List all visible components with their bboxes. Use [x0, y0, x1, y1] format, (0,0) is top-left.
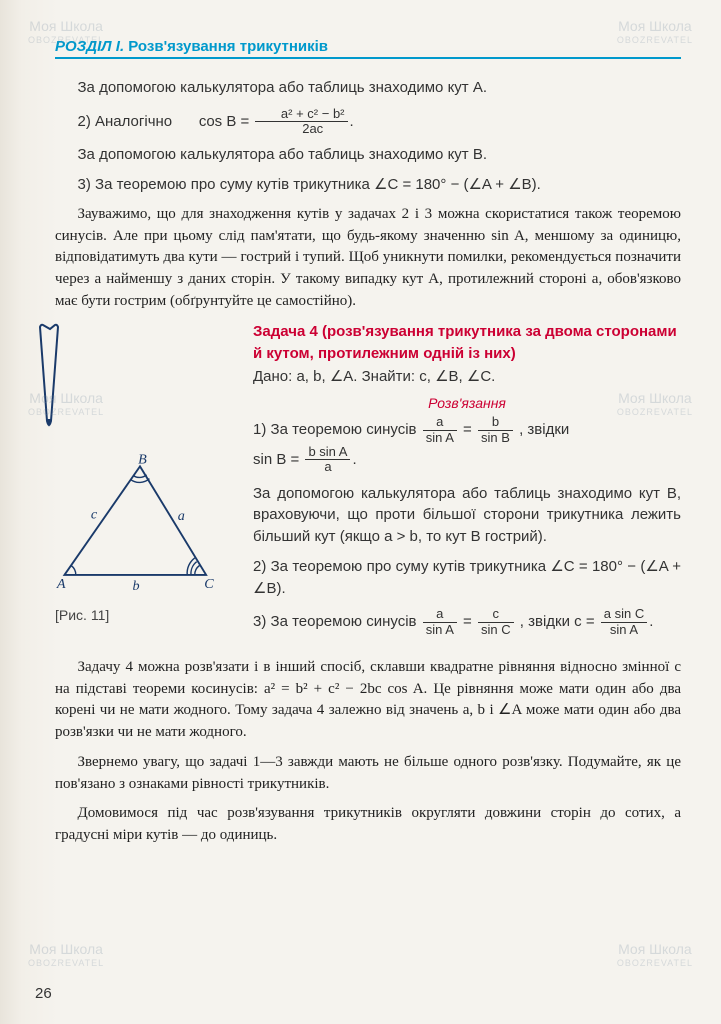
cos-b-formula: cos B = a² + c² − b²2ac. [176, 107, 353, 137]
label-c: c [91, 506, 98, 522]
p5-note: Зауважимо, що для знаходження кутів у за… [55, 204, 681, 313]
task4-title: Задача 4 (розв'язування трикутника за дв… [253, 321, 681, 366]
triangle-figure: A B C c a b [55, 448, 225, 598]
label-C: C [204, 576, 214, 592]
page-number: 26 [35, 985, 52, 1002]
watermark-mid-right: Моя ШколаOBOZREVATEL [617, 390, 693, 418]
task4-block: A B C c a b [Рис. 11] Задача 4 (розв'язу… [55, 321, 681, 645]
task4-given: Дано: a, b, ∠A. Знайти: c, ∠B, ∠C. [253, 366, 681, 388]
task4-step3: 3) За теоремою синусів asin A = csin C ,… [253, 607, 681, 637]
p7: Звернемо увагу, що задачі 1—3 завжди маю… [55, 752, 681, 796]
figure-column: A B C c a b [Рис. 11] [55, 321, 235, 645]
label-b: b [132, 578, 139, 594]
p6: Задачу 4 можна розв'язати і в інший спос… [55, 657, 681, 744]
task4-text: Задача 4 (розв'язування трикутника за дв… [253, 321, 681, 645]
page: Моя ШколаOBOZREVATEL Моя ШколаOBOZREVATE… [0, 0, 721, 1024]
label-a: a [178, 508, 185, 524]
watermark-mid-left: Моя ШколаOBOZREVATEL [28, 390, 104, 418]
section-title: Розв'язування трикутників [128, 38, 328, 55]
watermark-top-left: Моя ШколаOBOZREVATEL [28, 18, 104, 46]
section-header: РОЗДІЛ І. Розв'язування трикутників [55, 38, 681, 59]
p8: Домовимося під час розв'язування трикутн… [55, 803, 681, 847]
p4: 3) За теоремою про суму кутів трикутника… [55, 174, 681, 196]
task4-step1-note: За допомогою калькулятора або таблиць зн… [253, 483, 681, 548]
p1: За допомогою калькулятора або таблиць зн… [55, 77, 681, 99]
watermark-bot-right: Моя ШколаOBOZREVATEL [617, 941, 693, 969]
p3: За допомогою калькулятора або таблиць зн… [55, 144, 681, 166]
watermark-top-right: Моя ШколаOBOZREVATEL [617, 18, 693, 46]
label-A: A [56, 576, 66, 592]
task4-step2: 2) За теоремою про суму кутів трикутника… [253, 556, 681, 600]
label-B: B [138, 451, 147, 467]
figure-caption: [Рис. 11] [55, 607, 235, 623]
task4-step1: 1) За теоремою синусів asin A = bsin B ,… [253, 415, 681, 474]
p2: 2) Аналогічно cos B = a² + c² − b²2ac. [55, 107, 681, 137]
watermark-bot-left: Моя ШколаOBOZREVATEL [28, 941, 104, 969]
